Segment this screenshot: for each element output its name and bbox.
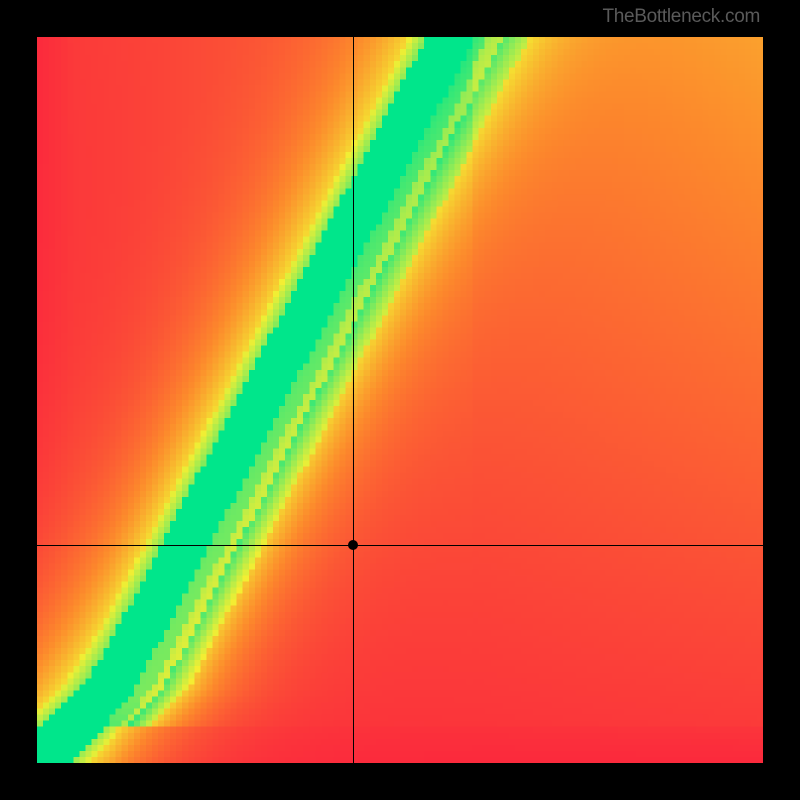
watermark-text: TheBottleneck.com	[602, 6, 760, 28]
heatmap-plot	[37, 37, 763, 763]
heatmap-canvas	[37, 37, 763, 763]
